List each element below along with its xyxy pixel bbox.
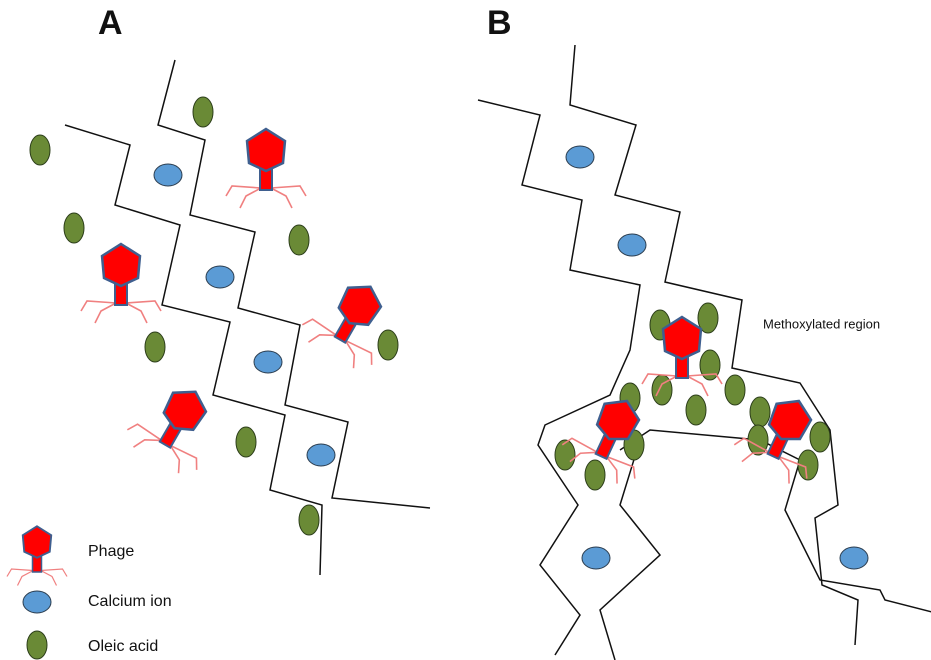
legend-label: Phage bbox=[88, 543, 134, 560]
legend-calcium-icon bbox=[23, 591, 51, 613]
legend: Phage Calcium ion Oleic acid bbox=[7, 526, 172, 659]
legend-label: Calcium ion bbox=[88, 593, 172, 610]
panel-label: A bbox=[98, 4, 123, 42]
legend-oleic-icon bbox=[27, 631, 47, 659]
oleic-acids-a bbox=[30, 97, 398, 535]
panel-label: B bbox=[487, 4, 512, 42]
diagram: A B bbox=[0, 0, 931, 660]
cell-walls-a bbox=[65, 60, 430, 575]
region-annotation: Methoxylated region bbox=[763, 316, 880, 331]
legend-phage-icon bbox=[7, 526, 67, 585]
legend-label: Oleic acid bbox=[88, 638, 158, 655]
